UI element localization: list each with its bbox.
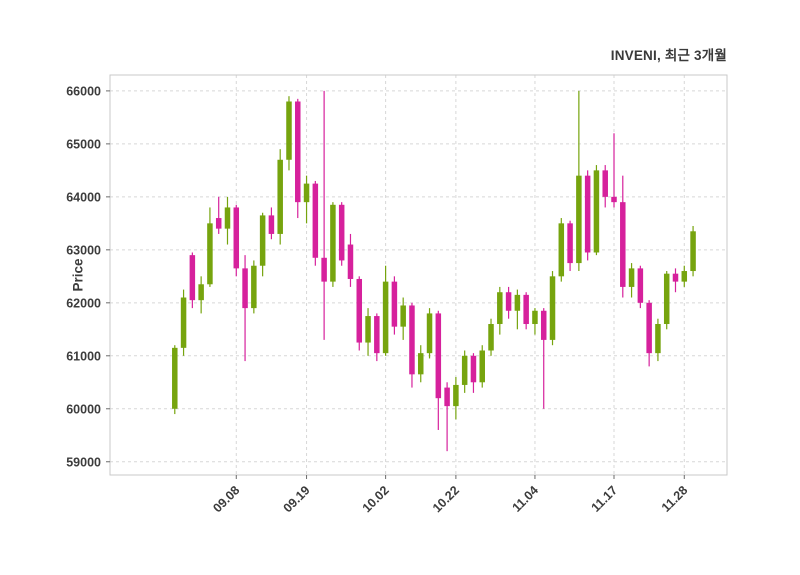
candle-body-down [523, 294, 529, 325]
candle-body-up [461, 355, 468, 385]
y-tick-label: 64000 [66, 190, 101, 204]
candle-body-down [637, 268, 644, 303]
candle-body-up [224, 207, 231, 229]
candle-body-up [593, 170, 600, 253]
candle-body-down [295, 101, 301, 203]
candle-body-down [268, 215, 275, 234]
candle-body-up [286, 101, 292, 160]
candle-body-up [558, 223, 565, 277]
candle-body-down [584, 175, 591, 253]
candle-body-up [251, 265, 257, 309]
candle-body-up [655, 324, 661, 354]
candle-body-up [663, 273, 670, 325]
candle-body-down [215, 218, 222, 229]
candle-body-down [374, 316, 380, 354]
candle-body-down [672, 273, 679, 282]
candle-body-up [180, 297, 187, 348]
x-tick-label: 11.04 [510, 483, 542, 515]
candle-body-up [400, 305, 406, 327]
y-tick-label: 62000 [66, 296, 101, 310]
candle-body-up [479, 350, 485, 383]
y-tick-label: 61000 [66, 349, 101, 363]
candle-body-down [646, 302, 652, 354]
candle-body-up [576, 175, 582, 264]
candle-body-down [611, 196, 617, 203]
y-tick-label: 66000 [66, 84, 101, 98]
candle-body-down [356, 278, 363, 343]
candle-body-up [198, 284, 204, 301]
candle-body-up [303, 183, 310, 203]
candle-body-up [330, 204, 336, 282]
x-tick-label: 10.02 [360, 483, 392, 515]
candle-body-down [620, 202, 626, 287]
candle-body-down [233, 207, 240, 269]
candle-body-down [505, 292, 512, 311]
x-tick-label: 10.22 [430, 483, 462, 515]
candle-body-up [172, 347, 178, 409]
candle-body-up [549, 276, 556, 340]
x-tick-label: 11.28 [659, 483, 691, 515]
candle-body-down [602, 170, 608, 197]
candle-body-up [681, 271, 688, 282]
candle-body-up [690, 231, 696, 272]
candle-body-up [497, 292, 503, 325]
x-tick-label: 11.17 [589, 483, 621, 515]
chart-title: INVENI, 최근 3개월 [610, 48, 727, 63]
candle-body-down [391, 281, 398, 327]
candle-body-down [567, 223, 573, 264]
candle-body-up [417, 353, 424, 375]
candle-body-up [259, 215, 266, 266]
x-tick-label: 09.19 [281, 483, 313, 515]
candle-body-up [488, 324, 494, 351]
y-tick-label: 60000 [66, 402, 101, 416]
plot-border [109, 74, 728, 476]
candle-body-up [365, 316, 371, 343]
candle-body-down [321, 257, 327, 282]
x-tick-label: 09.08 [210, 483, 242, 515]
y-tick-label: 65000 [66, 137, 101, 151]
candle-body-up [453, 384, 459, 407]
candle-body-up [382, 281, 389, 354]
y-tick-label: 63000 [66, 243, 101, 257]
candle-body-down [444, 387, 450, 407]
y-tick-label: 59000 [66, 455, 101, 469]
candle-body-down [435, 313, 442, 399]
candle-body-down [338, 204, 345, 261]
candle-body-down [470, 355, 477, 383]
candle-body-up [426, 313, 433, 354]
candle-body-down [347, 244, 354, 279]
y-axis-label: Price [70, 258, 86, 292]
candle-body-up [532, 310, 538, 325]
candle-body-down [189, 255, 196, 301]
candle-body-down [540, 310, 547, 340]
candle-body-up [628, 268, 635, 287]
candle-body-down [242, 268, 248, 309]
candle-body-down [312, 183, 319, 258]
candle-body-up [207, 223, 213, 285]
candle-body-up [277, 159, 283, 234]
candle-body-up [514, 294, 521, 311]
candle-body-down [409, 305, 415, 375]
